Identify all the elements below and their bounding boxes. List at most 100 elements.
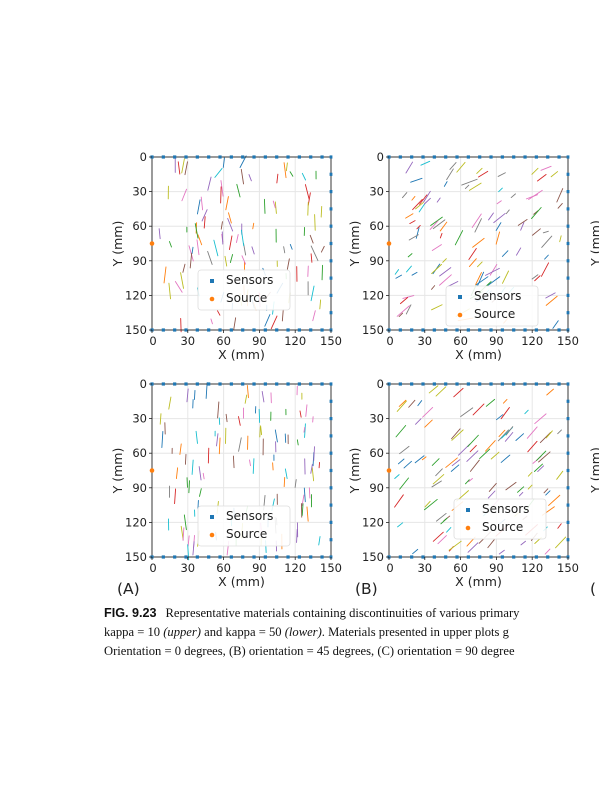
crack-mark <box>556 188 564 203</box>
y-tick-label: 0 <box>140 377 147 391</box>
crack-mark <box>220 221 223 230</box>
crack-mark <box>197 234 203 246</box>
sensor-point <box>478 328 482 332</box>
crack-mark <box>517 219 528 226</box>
crack-mark <box>191 246 194 254</box>
y-axis-label: Y (mm) <box>588 220 599 267</box>
crack-mark <box>537 174 547 182</box>
legend-source-marker <box>209 532 215 538</box>
crack-mark <box>495 231 501 245</box>
crack-mark <box>454 230 464 246</box>
x-axis-label: X (mm) <box>455 574 502 589</box>
sensor-point <box>329 259 333 263</box>
crack-mark <box>439 267 452 277</box>
crack-mark <box>296 439 299 446</box>
caption-line: Orientation = 0 degrees, (B) orientation… <box>104 642 599 661</box>
sensor-point <box>432 328 436 332</box>
crack-mark <box>432 531 444 542</box>
sensor-point <box>557 555 561 559</box>
crack-mark <box>502 398 508 404</box>
crack-mark <box>236 234 239 243</box>
crack-mark <box>487 276 501 287</box>
sensor-point <box>275 328 279 332</box>
legend-box <box>453 498 547 540</box>
crack-mark <box>420 160 431 166</box>
legend-sensor-marker <box>458 295 462 299</box>
sensor-point <box>184 555 188 559</box>
sensor-point <box>478 155 482 159</box>
crack-mark <box>184 161 188 176</box>
sensor-point <box>566 241 570 246</box>
sensor-point <box>329 503 333 507</box>
crack-mark <box>200 196 204 211</box>
sensor-point <box>329 224 333 228</box>
crack-mark <box>502 270 509 284</box>
sensor-point <box>566 538 570 542</box>
legend: Sensors Source <box>453 498 547 540</box>
y-tick-label: 0 <box>377 377 384 391</box>
sensor-point <box>444 555 448 559</box>
crack-mark <box>264 314 271 327</box>
crack-mark <box>227 218 234 232</box>
sensor-point <box>489 382 493 386</box>
y-tick-label: 120 <box>362 515 384 529</box>
sensor-point <box>286 382 290 386</box>
crack-mark <box>181 188 188 202</box>
sensor-point <box>195 155 199 159</box>
sensor-point <box>566 207 570 211</box>
crack-mark <box>498 429 506 438</box>
crack-mark <box>261 390 265 403</box>
crack-mark <box>272 200 276 209</box>
crack-mark <box>207 176 212 191</box>
caption-text: kappa = 10 <box>104 625 164 639</box>
crack-mark <box>424 500 431 508</box>
x-tick-label: 150 <box>320 561 342 575</box>
y-tick-label: 150 <box>125 550 147 564</box>
crack-mark <box>238 437 242 452</box>
crack-mark <box>429 220 439 230</box>
crack-mark <box>544 548 551 555</box>
crack-mark <box>216 310 221 316</box>
y-axis-label: Y (mm) <box>110 221 125 268</box>
x-axis-label: X (mm) <box>455 347 502 362</box>
y-tick-label: 30 <box>369 412 384 426</box>
sensor-point <box>161 382 165 386</box>
crack-mark <box>409 220 416 225</box>
crack-mark <box>248 174 252 182</box>
crack-mark <box>526 426 538 439</box>
crack-mark <box>468 258 477 268</box>
crack-mark <box>415 418 422 425</box>
crack-mark <box>159 413 162 425</box>
crack-mark <box>467 434 479 448</box>
crack-mark <box>281 309 284 322</box>
sensor-point <box>444 382 448 386</box>
sensor-point <box>410 155 414 159</box>
sensor-point <box>329 486 333 490</box>
crack-mark <box>541 262 550 277</box>
sensor-point <box>566 293 570 297</box>
sensor-point <box>566 503 570 507</box>
sensor-point <box>523 555 527 559</box>
sensor-point <box>252 328 256 332</box>
crack-mark <box>440 517 448 525</box>
sensor-point <box>286 155 290 159</box>
crack-mark <box>466 450 479 462</box>
crack-mark <box>431 263 442 275</box>
crack-mark <box>430 216 443 226</box>
crack-mark <box>416 224 421 230</box>
sensor-point <box>320 328 324 332</box>
sensor-point <box>218 382 222 386</box>
crack-mark <box>510 193 516 199</box>
x-tick-label: 150 <box>320 334 342 348</box>
crack-mark <box>500 454 511 463</box>
x-tick-label: 150 <box>557 334 579 348</box>
crack-mark <box>474 218 482 233</box>
sensor-point <box>329 190 333 194</box>
crack-mark <box>445 457 458 468</box>
crack-mark <box>238 416 241 426</box>
crack-mark <box>527 484 533 490</box>
crack-mark <box>465 479 470 485</box>
crack-mark <box>431 244 442 251</box>
sensor-point <box>566 276 570 280</box>
